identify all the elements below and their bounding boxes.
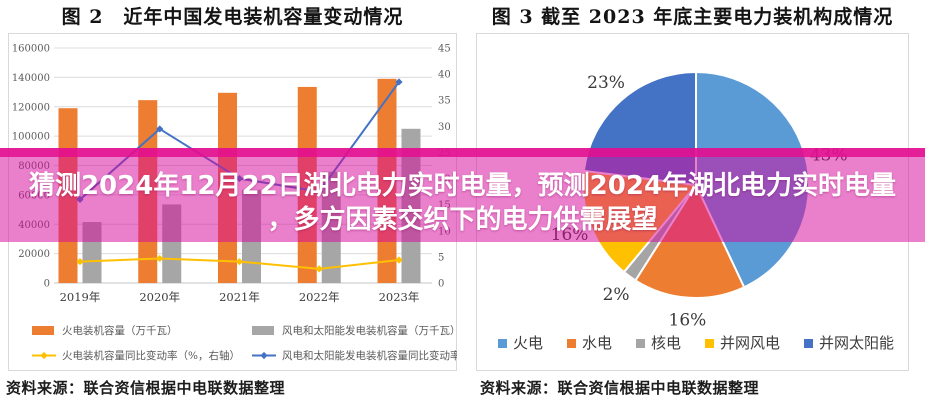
left-axis-tick: 0 <box>44 279 50 290</box>
legend-label: 并网太阳能 <box>819 334 894 352</box>
legend-item: 并网风电 <box>705 334 780 352</box>
legend-label: 风电和太阳能发电装机容量同比变动率（%，右轴） <box>282 349 457 362</box>
pie-percent-label: 23% <box>587 73 625 93</box>
left-axis-tick: 140000 <box>12 73 50 84</box>
right-axis-tick: 0 <box>438 279 444 290</box>
right-axis-tick: 35 <box>438 96 451 107</box>
pie-percent-label: 2% <box>603 285 630 305</box>
line-series-0 <box>76 254 403 273</box>
legend-bar-swatch <box>32 326 54 335</box>
legend-label: 核电 <box>651 334 681 352</box>
legend-item: 火电装机容量（万千瓦） <box>32 324 178 337</box>
legend: 火电 水电 核电 并网风电 并网太阳能 <box>498 334 894 352</box>
left-axis-tick: 100000 <box>12 132 50 143</box>
legend-item: 水电 <box>567 334 612 352</box>
pie-percent-label: 16% <box>669 311 707 331</box>
legend-item: 火电装机容量同比变动率（%，右轴） <box>32 349 240 362</box>
legend-item: 火电 <box>498 334 543 352</box>
bar-chart-title: 图 2 近年中国发电装机容量变动情况 <box>61 6 404 28</box>
source-note-right: 资料来源：联合资信根据中电联数据整理 <box>480 379 760 397</box>
legend-label: 火电装机容量同比变动率（%，右轴） <box>62 349 240 362</box>
x-axis-tick: 2021年 <box>219 290 260 304</box>
legend-swatch <box>636 339 645 348</box>
x-axis-tick: 2023年 <box>379 290 420 304</box>
legend-item: 风电和太阳能发电装机容量同比变动率（%，右轴） <box>252 349 457 362</box>
line-marker <box>395 256 403 264</box>
line-marker <box>395 78 403 86</box>
legend-label: 并网风电 <box>720 334 780 352</box>
right-axis-tick: 45 <box>438 44 451 55</box>
legend-label: 火电 <box>513 334 543 352</box>
legend-label: 火电装机容量（万千瓦） <box>62 324 178 337</box>
left-axis-tick: 160000 <box>12 44 50 55</box>
right-axis-tick: 5 <box>438 252 444 263</box>
headline-line-2: ，多方因素交织下的电力供需展望 <box>267 204 658 235</box>
x-axis-tick: 2022年 <box>299 290 340 304</box>
line-marker <box>156 254 164 263</box>
legend-swatch <box>804 339 813 348</box>
left-axis-tick: 20000 <box>18 249 50 260</box>
headline-line-1: 猜测2024年12月22日湖北电力实时电量，预测2024年湖北电力实时电量 <box>28 170 897 201</box>
legend-swatch <box>705 339 714 348</box>
right-axis-tick: 30 <box>438 122 451 133</box>
legend-swatch <box>498 339 507 348</box>
legend-swatch <box>567 339 576 348</box>
legend-label: 水电 <box>582 334 612 352</box>
line-marker <box>156 125 164 133</box>
x-axis-tick: 2019年 <box>60 290 101 304</box>
right-axis-tick: 40 <box>438 70 451 81</box>
left-axis-tick: 120000 <box>12 102 50 113</box>
x-axis-labels: 2019年 2020年 2021年 2022年 2023年 <box>60 290 420 304</box>
legend-item: 风电和太阳能发电装机容量（万千瓦） <box>252 324 457 337</box>
legend-item: 并网太阳能 <box>804 334 894 352</box>
line-marker <box>260 351 268 360</box>
legend-item: 核电 <box>636 334 681 352</box>
legend-bar-swatch <box>252 326 274 335</box>
legend: 火电装机容量（万千瓦） 风电和太阳能发电装机容量（万千瓦） 火电装机容量同比变动率（… <box>32 324 457 362</box>
headline-overlay-banner: 猜测2024年12月22日湖北电力实时电量，预测2024年湖北电力实时电量 ，多… <box>0 148 925 242</box>
legend-label: 风电和太阳能发电装机容量（万千瓦） <box>282 324 457 337</box>
source-note-left: 资料来源：联合资信根据中电联数据整理 <box>6 379 286 397</box>
line-marker <box>40 351 48 360</box>
x-axis-tick: 2020年 <box>139 290 180 304</box>
pie-chart-title: 图 3 截至 2023 年底主要电力装机构成情况 <box>491 6 894 28</box>
